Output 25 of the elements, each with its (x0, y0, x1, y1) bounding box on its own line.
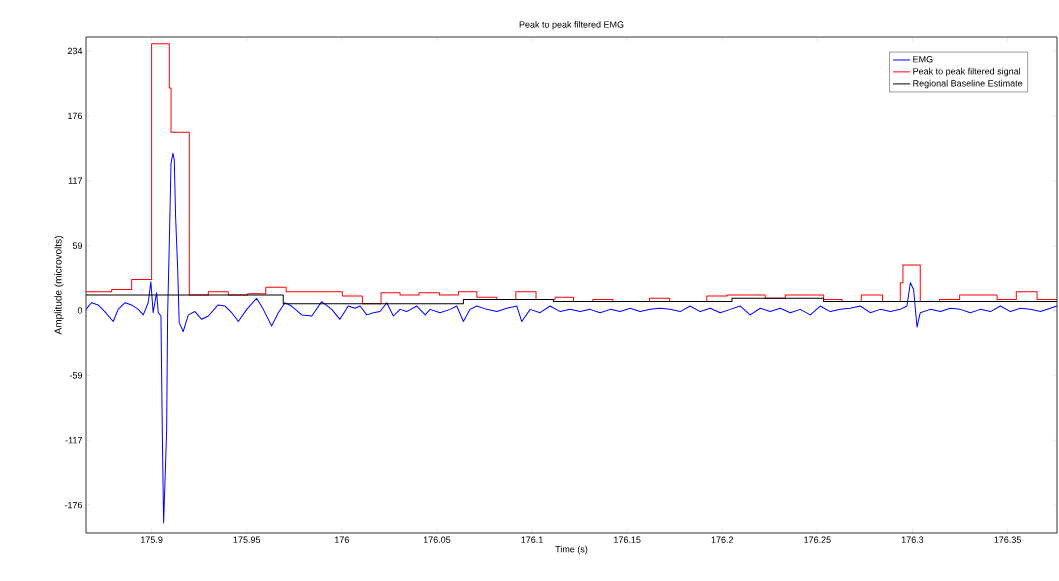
y-tick-label: 59 (72, 242, 83, 249)
x-tick-label: 176.1 (521, 536, 543, 543)
legend-label: Regional Baseline Estimate (913, 79, 1023, 89)
x-tick-label: 176.15 (614, 536, 641, 543)
legend-label: Peak to peak filtered signal (913, 67, 1021, 77)
y-tick-label: -117 (65, 437, 83, 444)
y-tick-label: 176 (68, 112, 83, 120)
y-tick-label: 234 (67, 47, 83, 55)
x-tick-label: 176.05 (423, 536, 451, 543)
x-tick-label: 175.95 (233, 536, 261, 543)
x-tick-label: 176.2 (711, 536, 734, 543)
y-tick-label: 117 (68, 177, 83, 184)
line-series (86, 152, 1058, 524)
y-axis-title: Amplitude (microvolts) (54, 236, 64, 335)
x-tick-label: 176.3 (901, 536, 924, 543)
x-tick-label: 176.35 (994, 536, 1021, 543)
chart-title: Peak to peak filtered EMG (519, 21, 624, 30)
x-tick-label: 175.9 (141, 536, 163, 543)
x-tick-label: 176 (335, 536, 349, 543)
x-tick-label: 176.25 (804, 536, 831, 543)
legend-label: EMG (913, 56, 933, 63)
x-axis-title: Time (s) (555, 545, 588, 555)
y-tick-label: 0 (77, 307, 83, 314)
y-tick-label: -59 (69, 372, 83, 379)
y-tick-label: -176 (64, 501, 83, 509)
